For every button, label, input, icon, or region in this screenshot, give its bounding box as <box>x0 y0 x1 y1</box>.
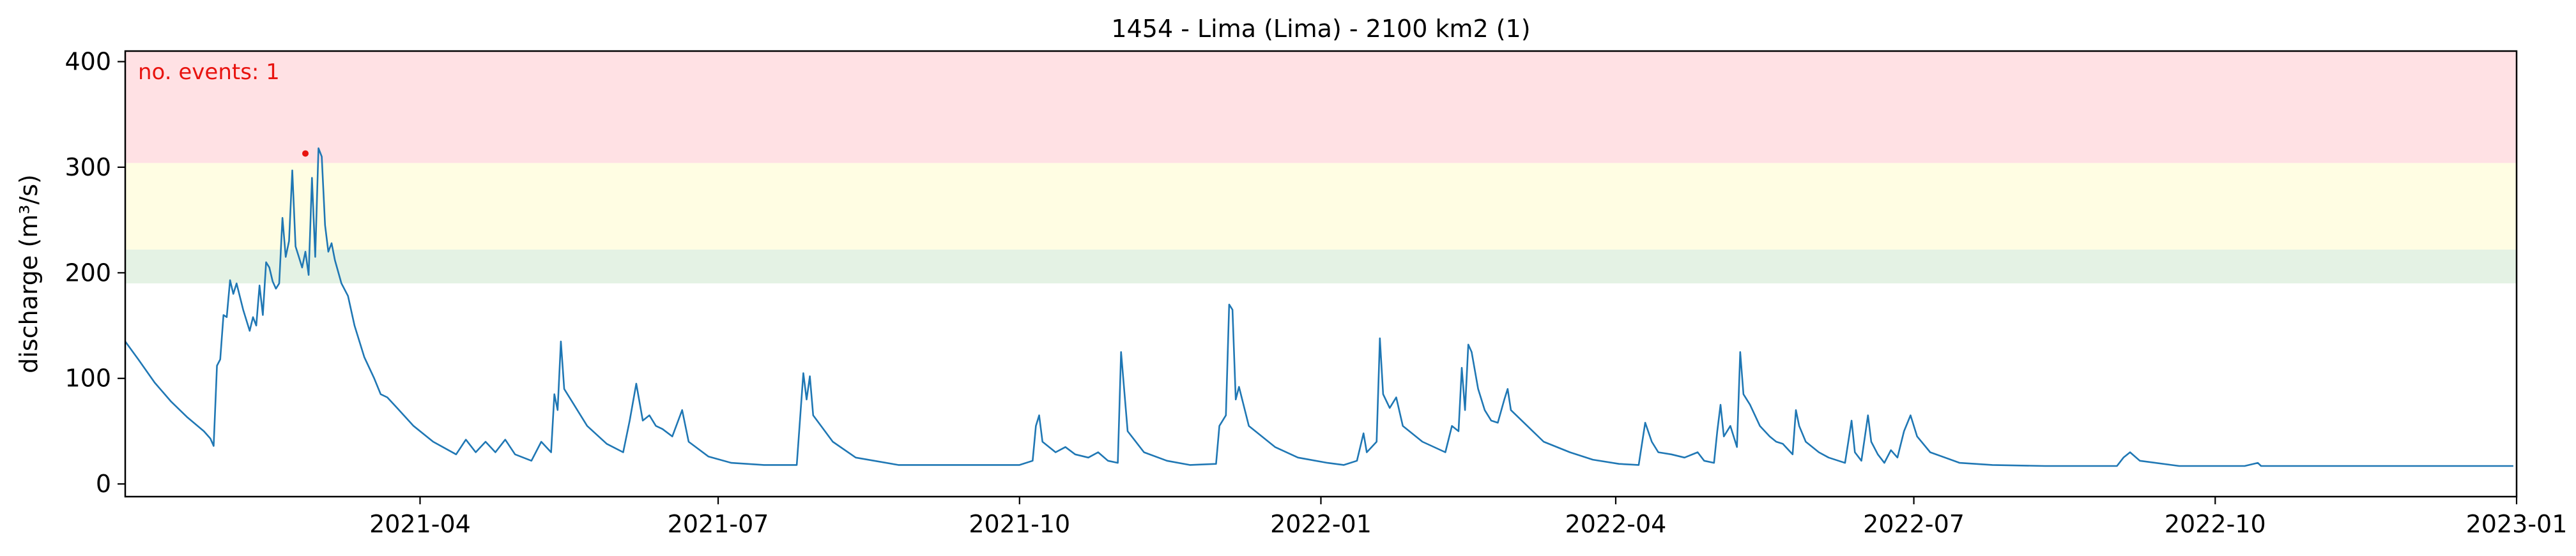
threshold-bands <box>125 51 2517 283</box>
x-tick-label: 2023-01 <box>2466 510 2568 538</box>
x-tick-label: 2022-04 <box>1565 510 1667 538</box>
y-tick-label: 0 <box>96 470 111 498</box>
events-layer <box>302 150 309 157</box>
y-tick-label: 400 <box>65 48 111 76</box>
x-tick-label: 2021-04 <box>369 510 471 538</box>
x-tick-label: 2022-07 <box>1863 510 1965 538</box>
chart-title: 1454 - Lima (Lima) - 2100 km2 (1) <box>1111 15 1530 43</box>
events-count-annotation: no. events: 1 <box>138 59 280 85</box>
event-marker-0 <box>302 150 309 157</box>
x-tick-label: 2021-07 <box>668 510 769 538</box>
threshold-band-1 <box>125 163 2517 250</box>
y-tick-label: 100 <box>65 364 111 393</box>
threshold-band-0 <box>125 249 2517 283</box>
discharge-series-line <box>124 147 2513 467</box>
x-tick-label: 2022-10 <box>2165 510 2266 538</box>
y-axis-label: discharge (m³/s) <box>15 174 43 373</box>
x-axis: 2021-04 2021-07 2021-10 2022-01 2022-04 2022-… <box>369 497 2567 538</box>
threshold-band-2 <box>125 51 2517 163</box>
x-tick-label: 2022-01 <box>1270 510 1372 538</box>
annotations: no. events: 1 <box>138 59 280 85</box>
series-layer <box>124 147 2513 467</box>
y-tick-label: 300 <box>65 153 111 181</box>
y-tick-label: 200 <box>65 259 111 287</box>
y-axis: 0 100 200 300 400 <box>65 48 125 498</box>
x-tick-label: 2021-10 <box>969 510 1070 538</box>
